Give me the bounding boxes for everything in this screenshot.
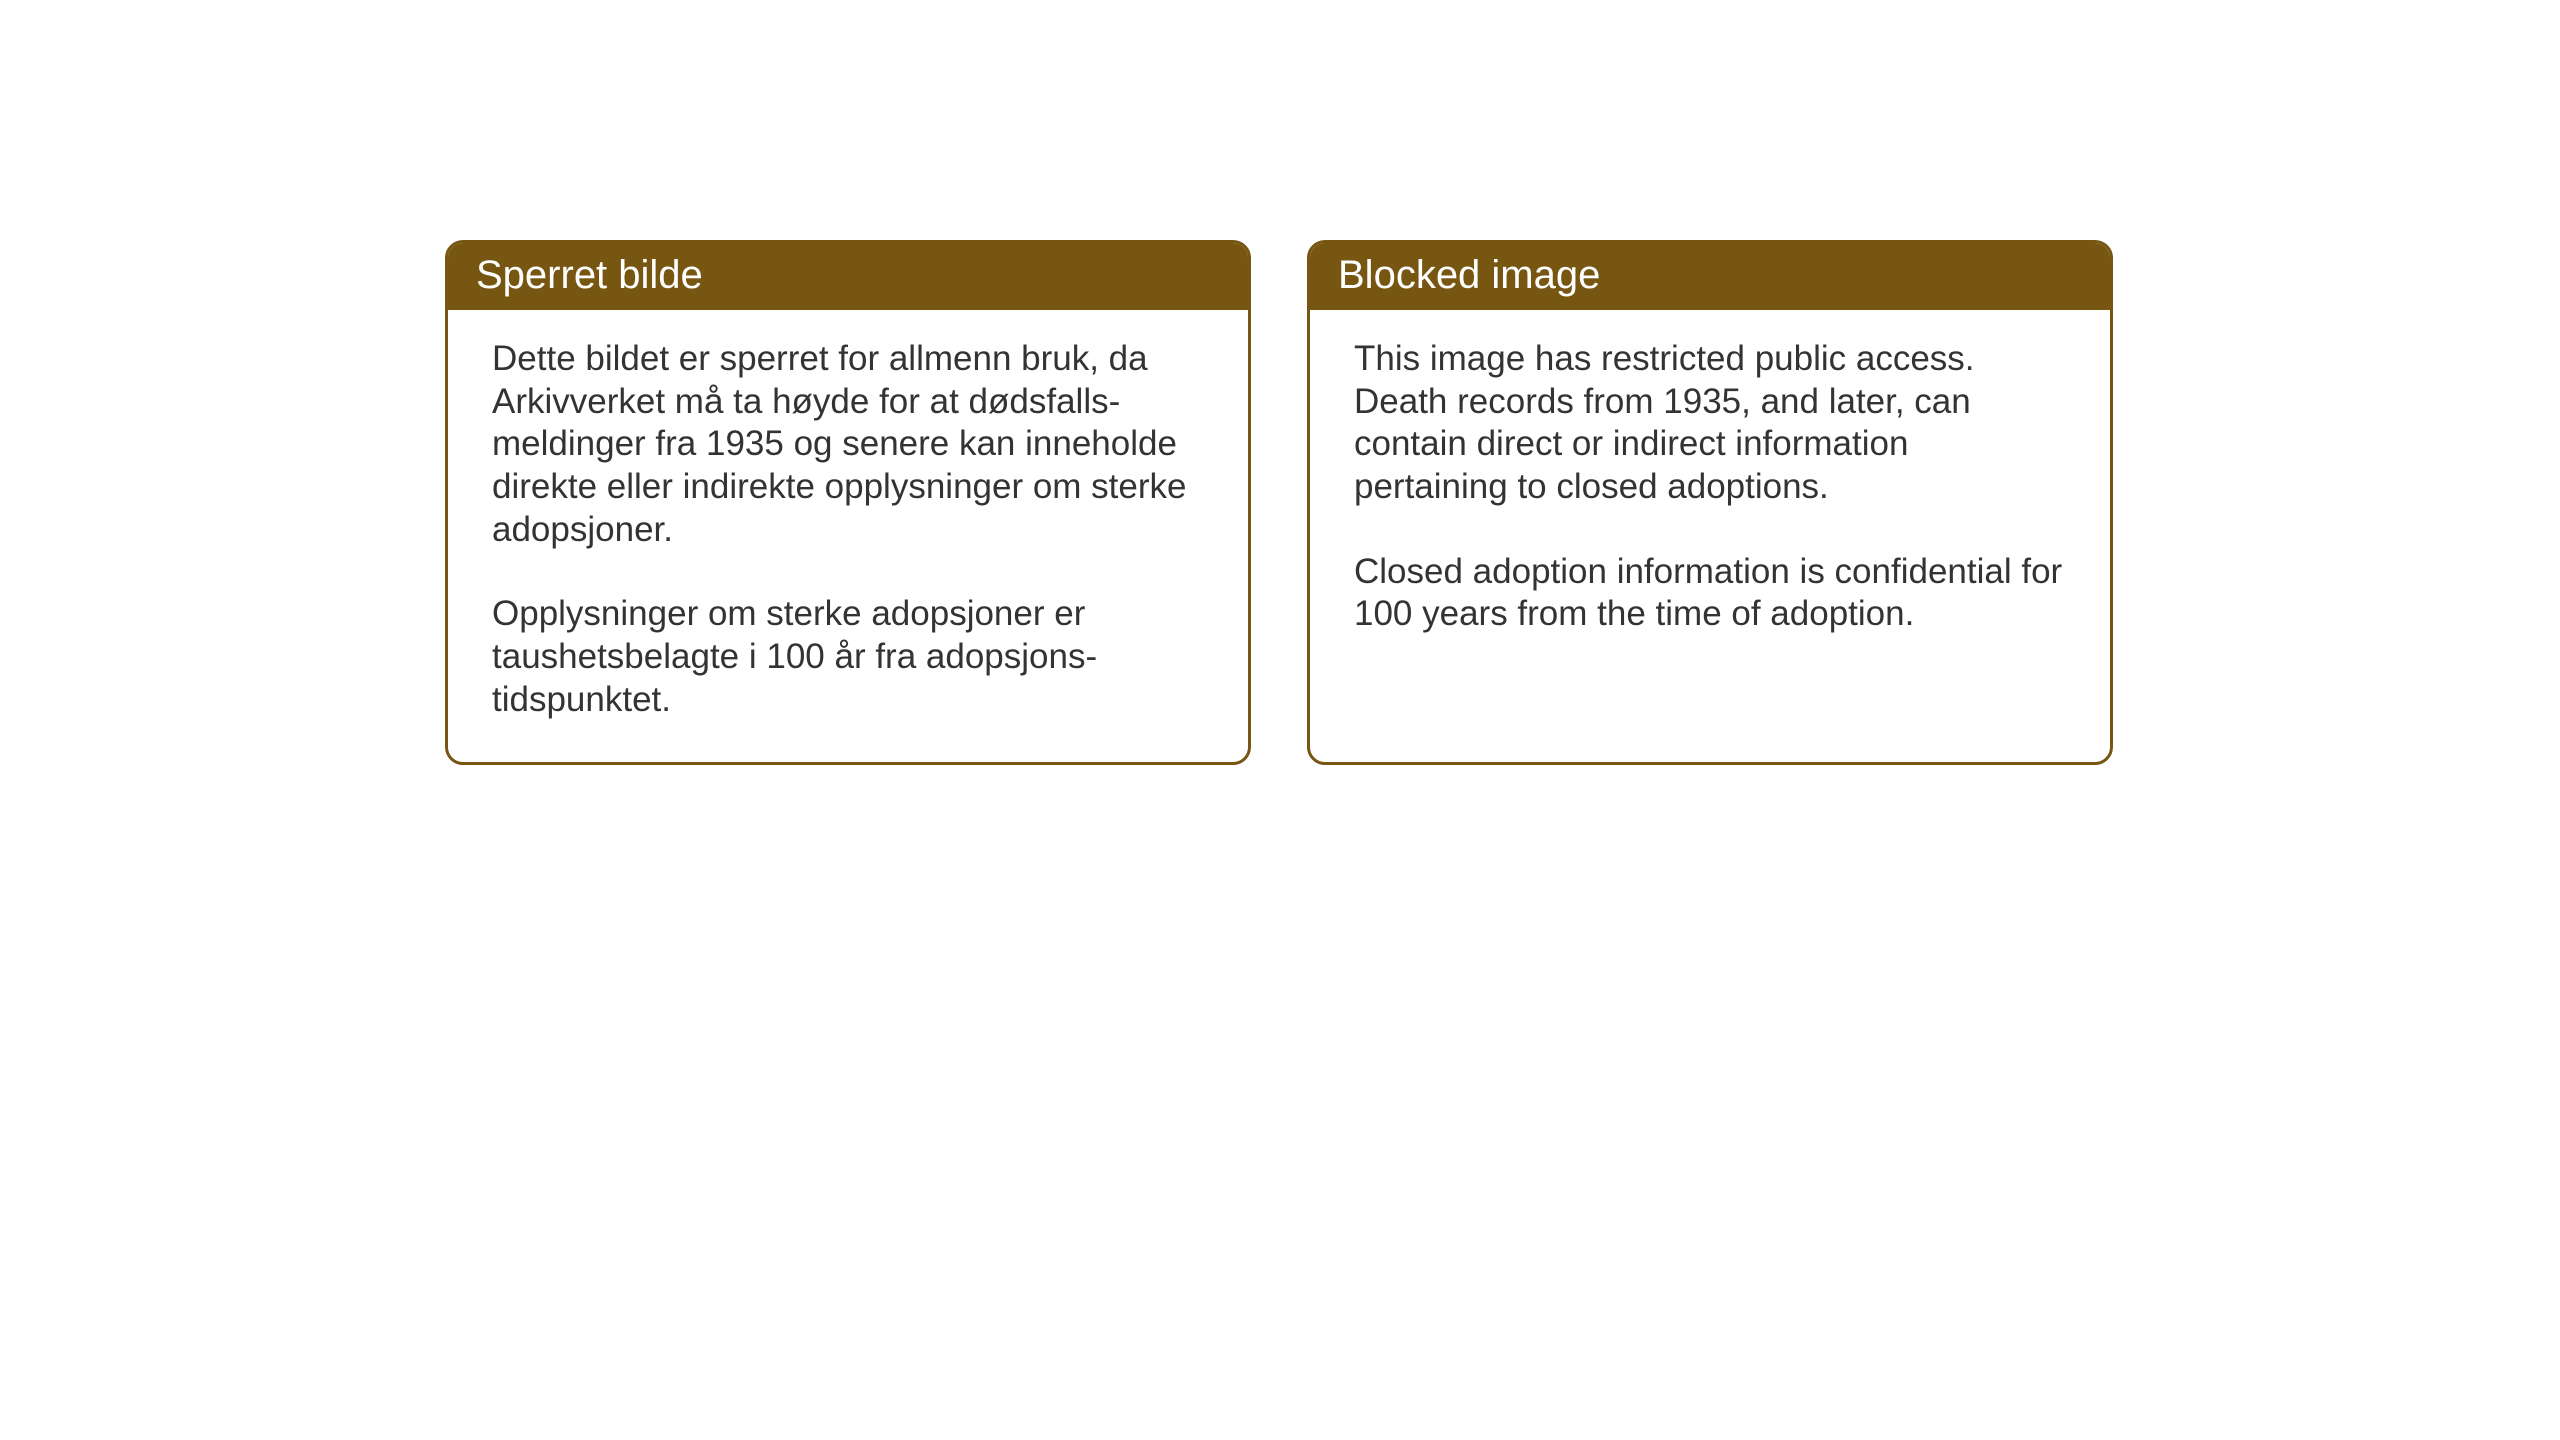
card-paragraph-1-english: This image has restricted public access.… — [1354, 338, 2070, 509]
card-norwegian: Sperret bilde Dette bildet er sperret fo… — [445, 240, 1251, 765]
card-english: Blocked image This image has restricted … — [1307, 240, 2113, 765]
cards-container: Sperret bilde Dette bildet er sperret fo… — [445, 240, 2113, 765]
card-header-english: Blocked image — [1310, 243, 2110, 310]
card-body-norwegian: Dette bildet er sperret for allmenn bruk… — [448, 310, 1248, 762]
card-header-norwegian: Sperret bilde — [448, 243, 1248, 310]
card-paragraph-1-norwegian: Dette bildet er sperret for allmenn bruk… — [492, 338, 1208, 551]
card-title-norwegian: Sperret bilde — [476, 253, 703, 297]
card-paragraph-2-norwegian: Opplysninger om sterke adopsjoner er tau… — [492, 593, 1208, 721]
card-body-english: This image has restricted public access.… — [1310, 310, 2110, 676]
card-paragraph-2-english: Closed adoption information is confident… — [1354, 551, 2070, 636]
card-title-english: Blocked image — [1338, 253, 1600, 297]
